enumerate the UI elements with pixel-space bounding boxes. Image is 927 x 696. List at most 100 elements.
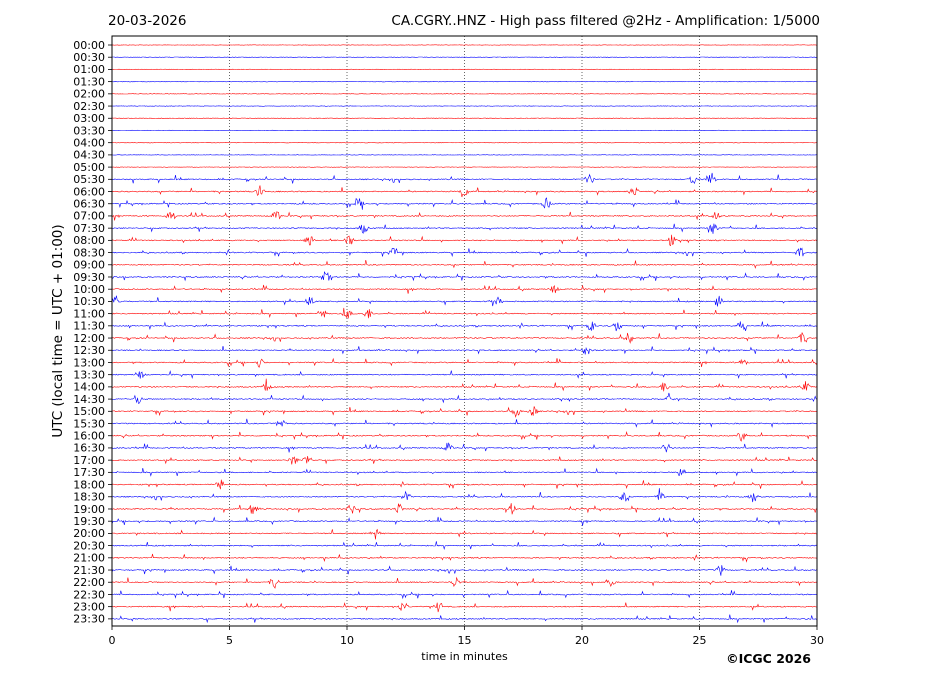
- y-tick-label: 23:00: [73, 600, 105, 613]
- y-tick-label: 12:00: [73, 332, 105, 345]
- trace-0030: [111, 56, 818, 58]
- y-tick-label: 19:00: [73, 503, 105, 516]
- x-tick-label: 20: [575, 634, 589, 647]
- trace-1630: [111, 442, 817, 453]
- y-tick-label: 14:30: [73, 393, 105, 406]
- y-tick-label: 18:30: [73, 491, 105, 504]
- trace-2230: [111, 589, 818, 600]
- y-tick-label: 17:30: [73, 466, 105, 479]
- trace-0200: [111, 93, 818, 95]
- trace-1830: [112, 488, 818, 503]
- y-tick-label: 02:00: [73, 88, 105, 101]
- trace-2200: [111, 576, 818, 589]
- y-tick-label: 00:30: [73, 51, 105, 64]
- y-axis-label: UTC (local time = UTC + 01:00): [50, 224, 66, 437]
- y-tick-label: 11:00: [73, 307, 105, 320]
- trace-1600: [111, 431, 817, 442]
- y-tick-label: 01:00: [73, 63, 105, 76]
- trace-1700: [111, 456, 817, 465]
- trace-1000: [111, 284, 818, 294]
- trace-2330: [112, 614, 818, 624]
- y-tick-label: 09:00: [73, 259, 105, 272]
- trace-1100: [111, 307, 818, 319]
- x-axis-label: time in minutes: [421, 650, 508, 663]
- trace-2130: [111, 565, 817, 576]
- trace-0530: [111, 172, 818, 184]
- trace-0130: [112, 81, 818, 83]
- y-tick-label: 01:30: [73, 75, 105, 88]
- chart-title: CA.CGRY..HNZ - High pass filtered @2Hz -…: [391, 13, 820, 29]
- y-tick-label: 09:30: [73, 271, 105, 284]
- y-tick-label: 20:00: [73, 527, 105, 540]
- date-title: 20-03-2026: [108, 13, 186, 29]
- trace-0830: [111, 247, 817, 258]
- trace-1930: [111, 516, 818, 526]
- y-tick-label: 04:30: [73, 149, 105, 162]
- trace-1730: [111, 467, 818, 477]
- y-tick-label: 12:30: [73, 344, 105, 357]
- y-tick-label: 06:00: [73, 185, 105, 198]
- y-tick-label: 22:30: [73, 588, 105, 601]
- trace-1500: [111, 406, 818, 418]
- x-tick-label: 0: [109, 634, 116, 647]
- trace-0230: [111, 105, 818, 107]
- y-tick-label: 16:30: [73, 442, 105, 455]
- y-tick-label: 21:30: [73, 564, 105, 577]
- y-tick-label: 15:00: [73, 405, 105, 418]
- y-tick-label: 03:00: [73, 112, 105, 125]
- traces: [111, 44, 818, 624]
- trace-0900: [111, 259, 818, 269]
- plot-frame: [111, 35, 818, 627]
- trace-0930: [111, 271, 818, 282]
- trace-2030: [111, 541, 818, 550]
- trace-1130: [111, 321, 818, 332]
- y-tick-label: 03:30: [73, 124, 105, 137]
- y-tick-label: 20:30: [73, 539, 105, 552]
- trace-1230: [111, 346, 818, 355]
- trace-0700: [111, 211, 818, 221]
- y-tick-label: 02:30: [73, 100, 105, 113]
- y-tick-label: 05:30: [73, 173, 105, 186]
- y-tick-label: 19:30: [73, 515, 105, 528]
- trace-0630: [111, 197, 818, 210]
- y-tick-label: 06:30: [73, 198, 105, 211]
- x-tick-label: 5: [226, 634, 233, 647]
- trace-1800: [111, 479, 818, 490]
- trace-0100: [111, 68, 817, 71]
- y-tick-label: 17:00: [73, 454, 105, 467]
- trace-0400: [111, 142, 817, 144]
- copyright-label: ©ICGC 2026: [726, 651, 811, 666]
- x-tick-label: 10: [340, 634, 354, 647]
- trace-1430: [111, 392, 818, 404]
- trace-1900: [111, 503, 818, 515]
- y-tick-label: 08:00: [73, 234, 105, 247]
- y-tick-label: 10:30: [73, 295, 105, 308]
- trace-1200: [111, 332, 818, 344]
- y-tick-label: 07:00: [73, 210, 105, 223]
- trace-1530: [111, 418, 818, 428]
- y-tick-label: 10:00: [73, 283, 105, 296]
- trace-0430: [111, 154, 818, 156]
- trace-2100: [111, 553, 818, 563]
- y-tick-label: 08:30: [73, 246, 105, 259]
- trace-1330: [111, 370, 818, 379]
- x-tick-label: 25: [693, 634, 707, 647]
- trace-0730: [111, 223, 818, 234]
- x-tick-label: 15: [458, 634, 472, 647]
- trace-0330: [112, 129, 818, 132]
- trace-0600: [111, 185, 818, 198]
- y-tick-label: 05:00: [73, 161, 105, 174]
- y-tick-label: 07:30: [73, 222, 105, 235]
- y-tick-label: 21:00: [73, 552, 105, 565]
- trace-2000: [111, 528, 818, 540]
- trace-1400: [111, 378, 818, 392]
- trace-2300: [111, 602, 817, 613]
- x-ticks: 0 5 10 15 20 25 30: [109, 626, 824, 647]
- y-tick-labels: 00:0000:3001:0001:3002:0002:3003:0003:30…: [73, 39, 112, 626]
- y-tick-label: 00:00: [73, 39, 105, 52]
- y-tick-label: 18:00: [73, 478, 105, 491]
- y-tick-label: 11:30: [73, 320, 105, 333]
- y-tick-label: 23:30: [73, 613, 105, 626]
- y-tick-label: 13:30: [73, 368, 105, 381]
